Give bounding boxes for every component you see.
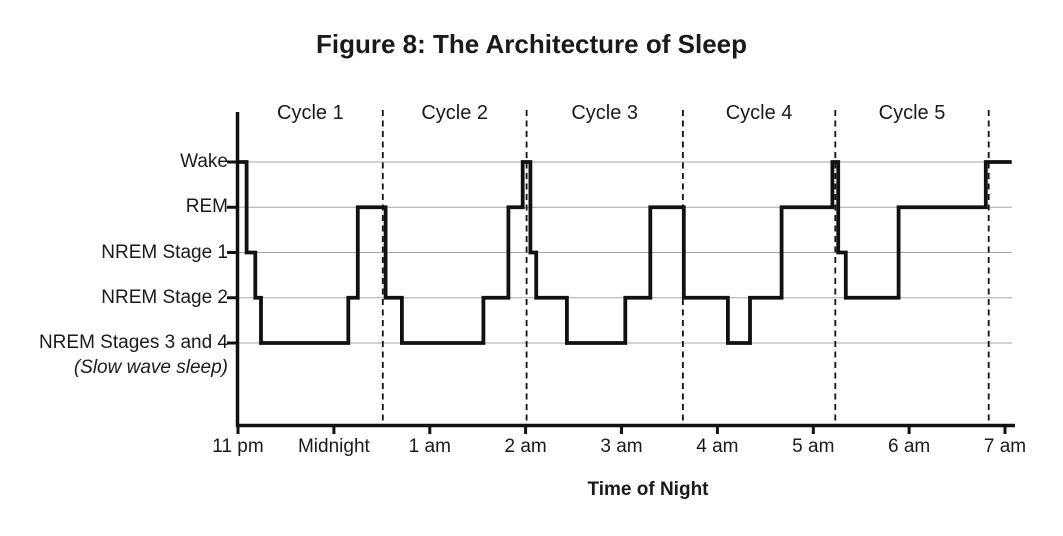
y-axis-sub-label: (Slow wave sleep) — [73, 357, 228, 378]
x-axis-tick-label: 1 am — [408, 436, 451, 457]
x-axis-tick-label: 5 am — [792, 436, 835, 457]
cycle-label: Cycle 1 — [277, 102, 344, 124]
x-axis-tick-label: 4 am — [696, 436, 739, 457]
cycle-label: Cycle 3 — [571, 102, 639, 124]
y-axis-tick-label: NREM Stage 1 — [101, 241, 228, 263]
x-axis-tick-label: 3 am — [600, 436, 643, 457]
x-axis-title: Time of Night — [587, 479, 709, 500]
x-axis-tick-label: 7 am — [983, 436, 1027, 457]
y-axis-tick-label: REM — [185, 196, 228, 218]
x-axis-tick-label: 11 pm — [212, 436, 264, 457]
hypnogram-trace — [238, 160, 1012, 345]
y-axis-tick-label: NREM Stage 2 — [101, 286, 228, 308]
cycle-label: Cycle 2 — [421, 102, 489, 124]
x-axis-tick-label: 2 am — [504, 436, 547, 457]
figure-title: Figure 8: The Architecture of Sleep — [315, 29, 747, 59]
x-axis-tick-label: 6 am — [887, 436, 931, 457]
cycle-label: Cycle 5 — [878, 102, 946, 124]
x-axis-tick-label: Midnight — [297, 436, 370, 457]
y-axis-tick-label: Wake — [180, 151, 228, 172]
y-axis-tick-label: NREM Stages 3 and 4 — [38, 332, 228, 353]
cycle-label: Cycle 4 — [725, 102, 793, 124]
